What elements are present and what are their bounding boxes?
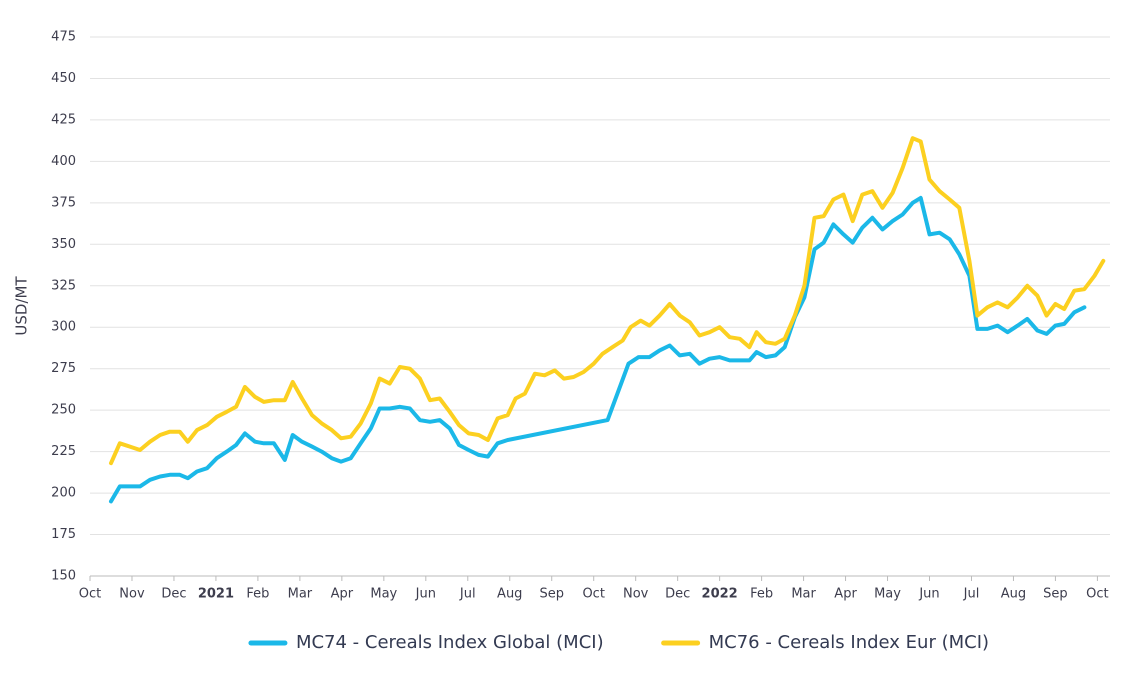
x-tick-label: Oct [582, 587, 604, 602]
y-tick-label: 325 [51, 278, 76, 293]
x-tick-label: Apr [834, 587, 857, 602]
y-tick-label: 350 [51, 237, 76, 252]
y-tick-label: 425 [51, 112, 76, 127]
x-tick-label: Nov [119, 587, 145, 602]
x-tick-label: Feb [246, 587, 269, 602]
x-tick-label: May [370, 587, 397, 602]
y-axis-label: USD/MT [13, 276, 31, 336]
x-tick-label: Nov [623, 587, 649, 602]
y-tick-label: 175 [51, 527, 76, 542]
y-tick-label: 225 [51, 444, 76, 459]
x-tick-label: Dec [665, 587, 690, 602]
x-tick-label: 2021 [198, 587, 234, 602]
x-tick-label: Jun [918, 587, 939, 602]
legend-label: MC76 - Cereals Index Eur (MCI) [709, 632, 989, 653]
x-tick-label: 2022 [702, 587, 738, 602]
y-tick-label: 200 [51, 486, 76, 501]
x-tick-label: Feb [750, 587, 773, 602]
x-tick-label: Jul [963, 587, 980, 602]
y-tick-label: 300 [51, 320, 76, 335]
x-tick-label: Mar [288, 587, 313, 602]
y-tick-label: 450 [51, 71, 76, 86]
legend-label: MC74 - Cereals Index Global (MCI) [296, 632, 604, 653]
y-tick-label: 475 [51, 30, 76, 45]
x-tick-label: Oct [1086, 587, 1108, 602]
x-tick-label: Mar [791, 587, 816, 602]
x-tick-label: Aug [1001, 587, 1026, 602]
x-tick-label: Jun [415, 587, 436, 602]
legend: MC74 - Cereals Index Global (MCI) MC76 - … [248, 632, 989, 653]
x-tick-label: May [874, 587, 901, 602]
y-tick-label: 150 [51, 569, 76, 584]
y-tick-label: 400 [51, 154, 76, 169]
y-tick-label: 375 [51, 195, 76, 210]
y-tick-label: 250 [51, 403, 76, 418]
x-tick-label: Jul [459, 587, 476, 602]
y-tick-label: 275 [51, 361, 76, 376]
x-tick-label: Dec [161, 587, 186, 602]
x-tick-label: Apr [331, 587, 354, 602]
data-line [109, 136, 1106, 466]
x-tick-label: Sep [539, 587, 564, 602]
x-tick-label: Aug [497, 587, 522, 602]
x-tick-label: Sep [1043, 587, 1068, 602]
x-tick-label: Oct [79, 587, 101, 602]
data-line [109, 195, 1087, 504]
